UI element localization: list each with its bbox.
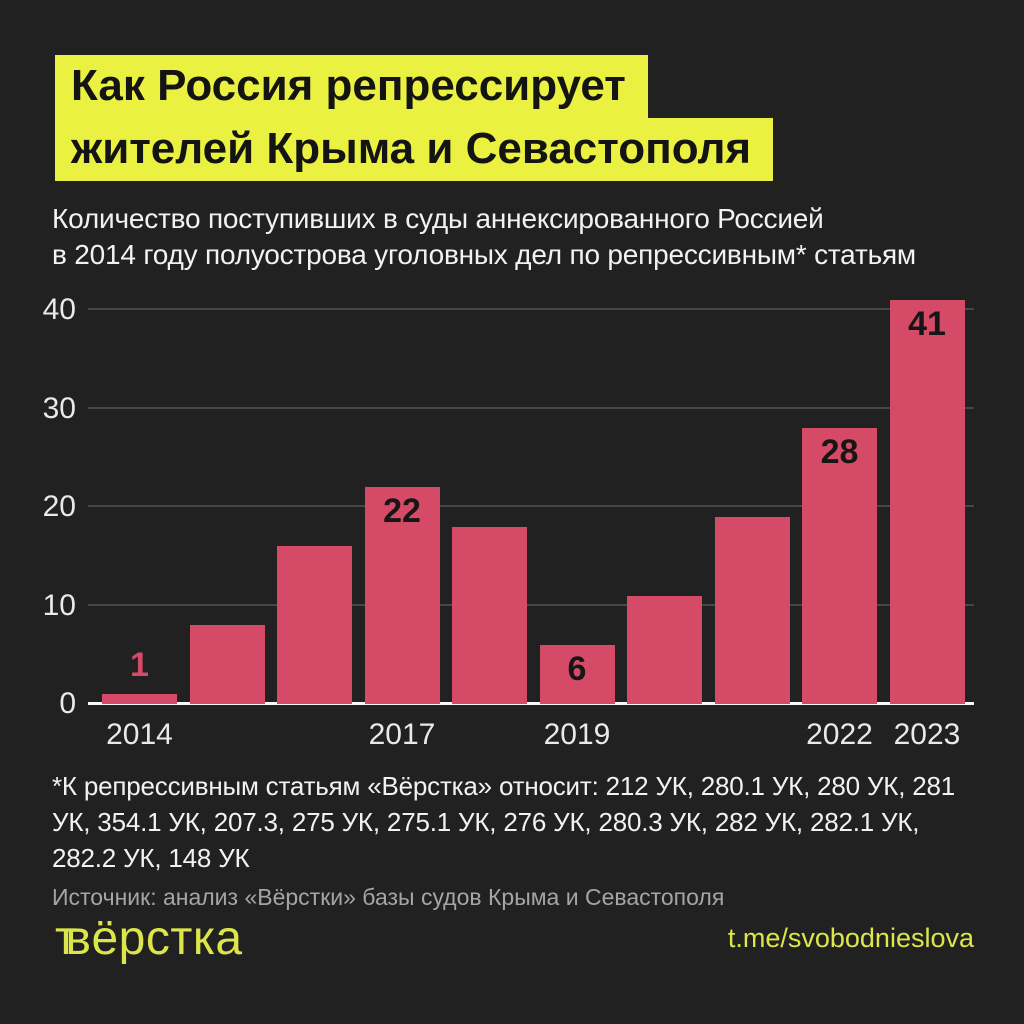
x-axis-label-2023: 2023 <box>893 718 961 751</box>
bar-value-label-2017: 22 <box>383 492 421 530</box>
x-axis-label-2014: 2014 <box>106 718 173 751</box>
bar-2020 <box>627 596 702 704</box>
gridline-20 <box>88 505 974 507</box>
title-line-2: жителей Крыма и Севастополя <box>55 118 774 181</box>
title-line-1: Как Россия репрессирует <box>55 55 648 118</box>
chart-plot: 1 22 6 28 41 <box>88 294 974 705</box>
gridline-40 <box>88 308 974 310</box>
bar-2017: 22 <box>364 487 440 704</box>
bar-value-label-2022: 28 <box>820 433 859 471</box>
bar-2018 <box>452 527 527 704</box>
y-axis-tick-label-20: 20 <box>42 490 76 523</box>
chart-subtitle: Количество поступивших в суды аннексиров… <box>52 203 916 270</box>
verstka-logo: твёрстка <box>55 911 243 965</box>
bar-2021 <box>714 517 790 704</box>
bar-2023: 41 <box>889 300 965 704</box>
source-line: Источник: анализ «Вёрстки» базы судов Кр… <box>52 884 725 910</box>
bar-chart: 1 22 6 28 41 0 10 20 30 40 2014 2017 2019 2022 2023 <box>0 294 1024 764</box>
bar-value-label-2023: 41 <box>908 305 946 343</box>
x-axis-label-2019: 2019 <box>543 718 611 751</box>
bar-2016 <box>277 546 352 704</box>
bar-2015 <box>189 625 265 704</box>
x-axis-label-2022: 2022 <box>806 718 873 751</box>
y-axis-tick-label-40: 40 <box>42 293 76 326</box>
footer-row: твёрстка t.me/svobodnieslova <box>55 904 974 972</box>
y-axis-tick-label-30: 30 <box>42 391 76 425</box>
telegram-link[interactable]: t.me/svobodnieslova <box>727 922 974 953</box>
page-title: Как Россия репрессирует жителей Крыма и … <box>55 55 774 181</box>
bar-2022: 28 <box>802 428 877 704</box>
footnote: *К репрессивным статьям «Вёрстка» относи… <box>52 771 956 873</box>
bar-2019: 6 <box>539 645 615 704</box>
gridline-10 <box>88 603 974 606</box>
y-axis-tick-label-0: 0 <box>59 687 76 720</box>
y-axis-tick-label-10: 10 <box>42 588 76 622</box>
x-axis-label-2017: 2017 <box>368 718 436 751</box>
x-axis-line <box>88 702 974 705</box>
bar-value-label-2019: 6 <box>567 650 587 688</box>
bar-2014: 1 <box>102 646 177 704</box>
gridline-30 <box>88 406 974 409</box>
bar-value-label-2014: 1 <box>130 646 149 684</box>
